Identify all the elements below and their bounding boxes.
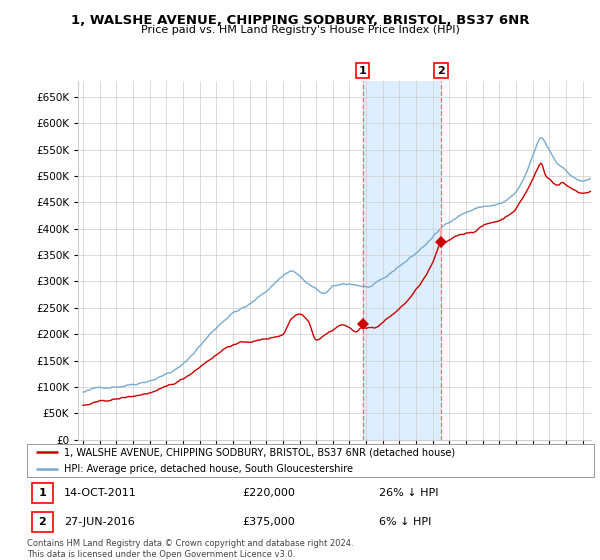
Text: Price paid vs. HM Land Registry's House Price Index (HPI): Price paid vs. HM Land Registry's House … <box>140 25 460 35</box>
Text: 1: 1 <box>38 488 46 498</box>
Text: HPI: Average price, detached house, South Gloucestershire: HPI: Average price, detached house, Sout… <box>64 464 353 474</box>
Bar <box>362 81 441 440</box>
Text: 2: 2 <box>437 66 445 76</box>
Text: 1, WALSHE AVENUE, CHIPPING SODBURY, BRISTOL, BS37 6NR: 1, WALSHE AVENUE, CHIPPING SODBURY, BRIS… <box>71 14 529 27</box>
Text: 26% ↓ HPI: 26% ↓ HPI <box>379 488 438 498</box>
Text: £220,000: £220,000 <box>242 488 295 498</box>
FancyBboxPatch shape <box>32 512 53 532</box>
Text: 14-OCT-2011: 14-OCT-2011 <box>64 488 137 498</box>
Text: 1: 1 <box>359 66 367 76</box>
FancyBboxPatch shape <box>32 483 53 503</box>
Text: 27-JUN-2016: 27-JUN-2016 <box>64 517 134 527</box>
Text: 1, WALSHE AVENUE, CHIPPING SODBURY, BRISTOL, BS37 6NR (detached house): 1, WALSHE AVENUE, CHIPPING SODBURY, BRIS… <box>64 447 455 458</box>
Text: Contains HM Land Registry data © Crown copyright and database right 2024.
This d: Contains HM Land Registry data © Crown c… <box>27 539 353 559</box>
Text: £375,000: £375,000 <box>242 517 295 527</box>
Text: 6% ↓ HPI: 6% ↓ HPI <box>379 517 431 527</box>
Text: 2: 2 <box>38 517 46 527</box>
